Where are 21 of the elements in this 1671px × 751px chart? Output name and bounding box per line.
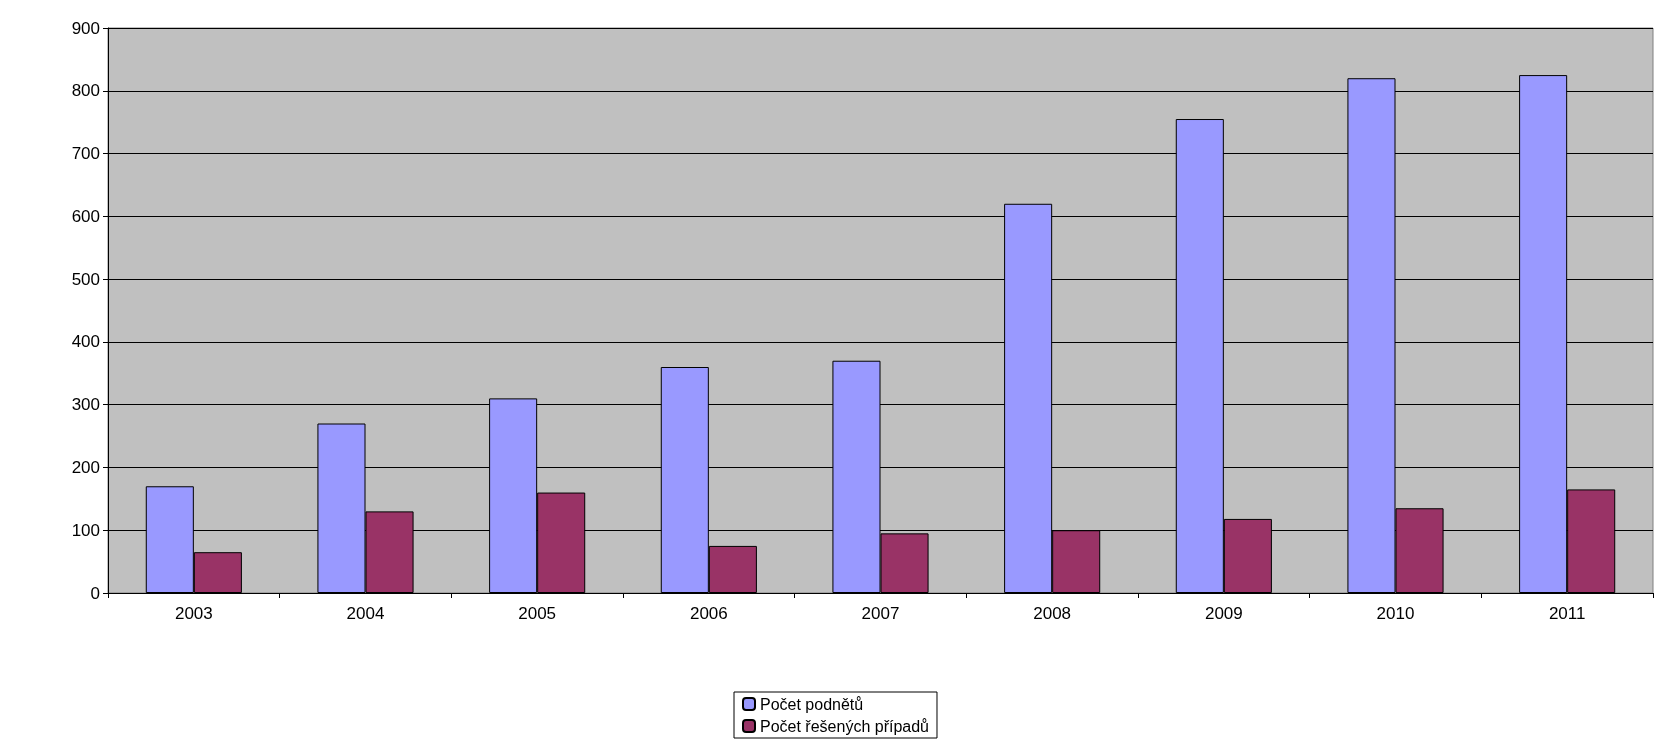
y-tick-label: 200 — [71, 457, 100, 477]
legend-label: Počet podnětů — [760, 695, 864, 713]
x-tick-label: 2005 — [518, 604, 557, 623]
x-tick-label: 2011 — [1548, 604, 1586, 623]
x-tick-label: 2003 — [174, 604, 213, 623]
y-tick-label: 700 — [71, 144, 100, 164]
x-tick-label: 2004 — [346, 604, 385, 623]
x-tick-label: 2010 — [1376, 604, 1415, 623]
y-tick-label: 800 — [71, 81, 100, 101]
y-tick-label: 100 — [71, 520, 100, 540]
x-tick-label: 2006 — [689, 604, 728, 623]
x-tick-label: 2009 — [1204, 604, 1243, 623]
x-tick-label: 2007 — [861, 604, 900, 623]
y-tick-label: 0 — [90, 583, 100, 603]
y-tick-label: 900 — [71, 18, 100, 38]
legend-label: Počet řešených případů — [760, 717, 929, 735]
y-tick-label: 600 — [71, 206, 100, 226]
y-tick-label: 500 — [71, 269, 100, 289]
y-tick-label: 400 — [71, 332, 100, 352]
y-tick-label: 300 — [71, 395, 100, 415]
x-tick-label: 2008 — [1033, 604, 1072, 623]
